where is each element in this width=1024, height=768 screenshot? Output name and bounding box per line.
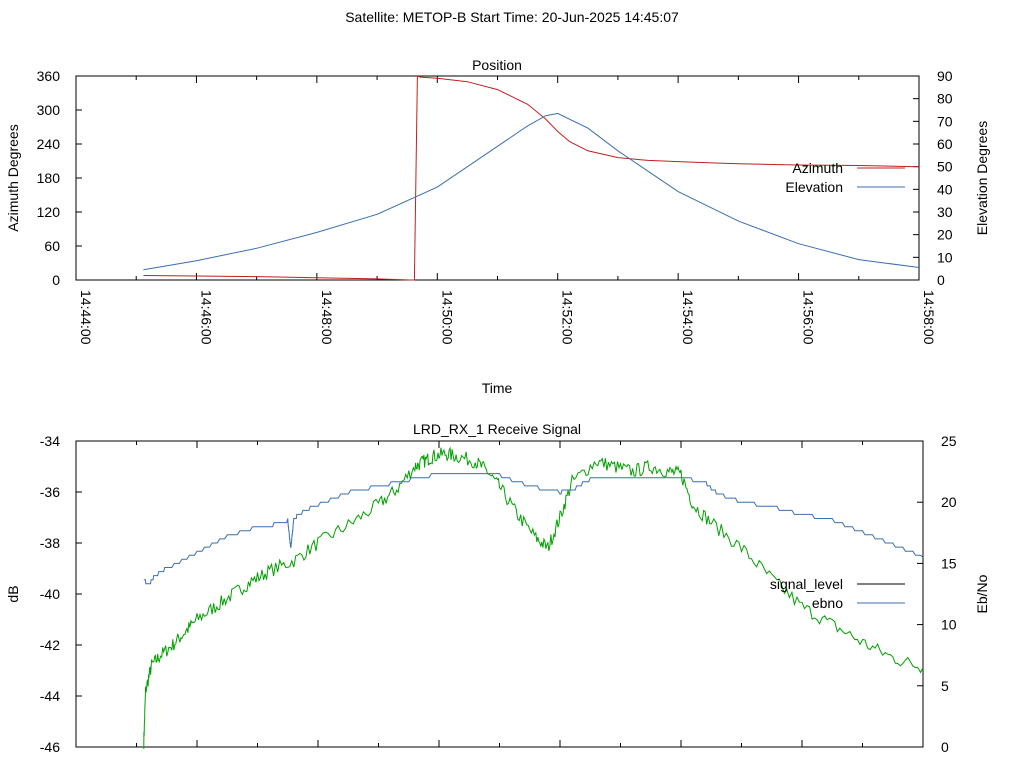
y-tick-label: 300	[37, 102, 61, 118]
series-line-signal-level	[143, 446, 924, 749]
position-y-ticks: 0 60 120 180 240 300 360	[37, 68, 82, 288]
x-tick-label: 14:48:00	[319, 290, 335, 345]
y2-tick-label: 70	[937, 113, 953, 129]
signal-series	[143, 446, 924, 749]
y2-tick-label: 20	[941, 494, 957, 510]
signal-legend: signal_level ebno	[770, 576, 905, 611]
x-tick-label: 14:54:00	[680, 290, 696, 345]
y2-tick-label: 0	[937, 272, 945, 288]
y-tick-label: 360	[37, 68, 61, 84]
y2-tick-label: 30	[937, 204, 953, 220]
legend-label-elevation: Elevation	[785, 179, 843, 195]
position-x-ticks: 14:44:00 14:46:00 14:48:00 14:50:00 14:52:00…	[75, 76, 937, 345]
y-tick-label: 180	[37, 170, 61, 186]
y-tick-label: -34	[40, 433, 60, 449]
y2-tick-label: 80	[937, 91, 953, 107]
signal-x-ticks	[75, 441, 924, 747]
signal-y2-ticks: 0 5 10 15 20 25	[917, 433, 957, 755]
y2-tick-label: 40	[937, 181, 953, 197]
position-y2-ticks: 0 10 20 30 40 50 60 70 80 90	[913, 68, 953, 288]
x-tick-label: 14:52:00	[560, 290, 576, 345]
y-tick-label: 0	[52, 272, 60, 288]
series-line-azimuth	[143, 75, 920, 281]
y2-tick-label: 20	[937, 227, 953, 243]
position-y-axis-label: Azimuth Degrees	[5, 124, 21, 231]
series-line-elevation	[143, 112, 920, 271]
legend-label-ebno: ebno	[812, 595, 843, 611]
y-tick-label: -36	[40, 484, 60, 500]
y-tick-label: 60	[44, 238, 60, 254]
signal-y-axis-label: dB	[5, 585, 21, 602]
position-legend: Azimuth Elevation	[785, 160, 905, 195]
y-tick-label: -38	[40, 535, 60, 551]
signal-chart-title: LRD_RX_1 Receive Signal	[413, 421, 581, 437]
x-tick-label: 14:58:00	[921, 290, 937, 345]
y2-tick-label: 10	[937, 249, 953, 265]
legend-label-azimuth: Azimuth	[792, 160, 843, 176]
position-x-axis-label: Time	[482, 380, 513, 396]
y2-tick-label: 60	[937, 136, 953, 152]
y2-tick-label: 90	[937, 68, 953, 84]
series-line-ebno	[143, 473, 924, 585]
x-tick-label: 14:46:00	[198, 290, 214, 345]
y-tick-label: -40	[40, 586, 60, 602]
x-tick-label: 14:44:00	[78, 290, 94, 345]
position-series	[143, 75, 920, 281]
signal-chart: LRD_RX_1 Receive Signal -34-36-38-40-42-…	[5, 421, 990, 755]
y-tick-label: -42	[40, 637, 60, 653]
y2-tick-label: 50	[937, 159, 953, 175]
figure-title: Satellite: METOP-B Start Time: 20-Jun-20…	[345, 9, 679, 25]
position-plot-frame	[75, 75, 920, 281]
position-chart: Position 14:44:00 14:46:00 14:48:00 14:50:0…	[5, 57, 990, 396]
y-tick-label: -46	[40, 739, 60, 755]
signal-y2-axis-label: Eb/No	[974, 574, 990, 613]
y-tick-label: 240	[37, 136, 61, 152]
position-y2-axis-label: Elevation Degrees	[974, 121, 990, 235]
y2-tick-label: 0	[941, 739, 949, 755]
x-tick-label: 14:50:00	[439, 290, 455, 345]
y-tick-label: -44	[40, 688, 60, 704]
signal-y-ticks: -34 -36 -38 -40 -42 -44 -46	[40, 433, 82, 755]
y-tick-label: 120	[37, 204, 61, 220]
legend-label-signal-level: signal_level	[770, 576, 843, 592]
y2-tick-label: 10	[941, 617, 957, 633]
y2-tick-label: 5	[941, 678, 949, 694]
y2-tick-label: 15	[941, 555, 957, 571]
y2-tick-label: 25	[941, 433, 957, 449]
x-tick-label: 14:56:00	[801, 290, 817, 345]
position-chart-title: Position	[472, 57, 522, 73]
